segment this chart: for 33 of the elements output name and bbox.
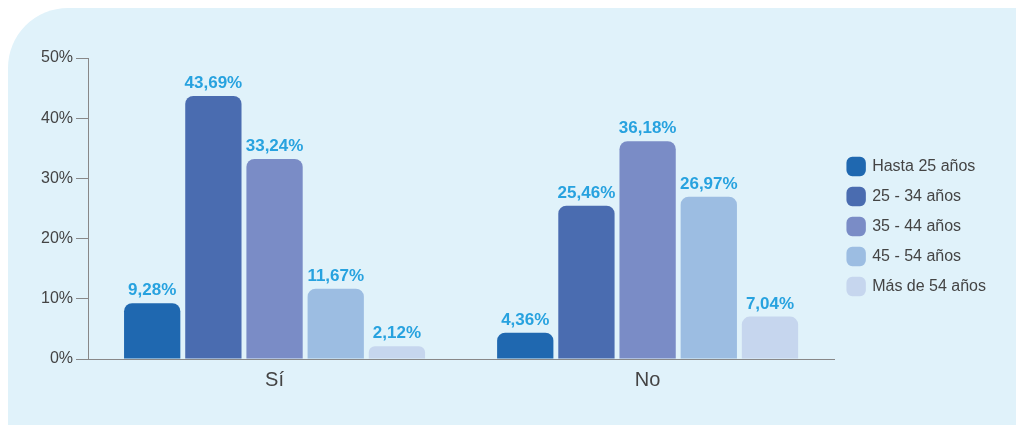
x-tick-label: No [634, 367, 661, 390]
bar [741, 316, 799, 359]
y-tick-label: 30% [40, 168, 74, 186]
data-label: 9,28% [128, 280, 177, 300]
bar [307, 288, 364, 359]
bar [619, 141, 676, 359]
data-label: 43,69% [184, 73, 243, 93]
data-label: 25,46% [557, 182, 616, 202]
y-tick-label: 20% [40, 229, 74, 247]
data-label: 2,12% [372, 323, 422, 343]
data-label: 4,36% [501, 309, 550, 329]
data-label: 33,24% [245, 136, 304, 156]
bar [246, 158, 303, 359]
y-tick-label: 40% [40, 108, 74, 126]
bar [368, 346, 426, 359]
legend-label: 25 - 34 años [872, 186, 962, 204]
bar [558, 205, 615, 359]
legend-label: 45 - 54 años [872, 246, 962, 264]
bar [124, 303, 181, 359]
bar [497, 332, 554, 359]
legend-label: 35 - 44 años [872, 216, 962, 234]
y-tick-label: 50% [40, 48, 74, 66]
data-label: 7,04% [745, 293, 795, 313]
y-tick-label: 0% [49, 349, 74, 367]
y-tick-label: 10% [40, 289, 74, 307]
legend-label: Más de 54 años [872, 276, 987, 294]
x-tick-label: Sí [265, 367, 285, 390]
bar [680, 196, 737, 359]
data-label: 36,18% [618, 118, 677, 138]
bar [185, 95, 242, 359]
legend-label: Hasta 25 años [872, 156, 976, 174]
data-label: 26,97% [679, 173, 738, 193]
data-label: 11,67% [307, 265, 365, 285]
